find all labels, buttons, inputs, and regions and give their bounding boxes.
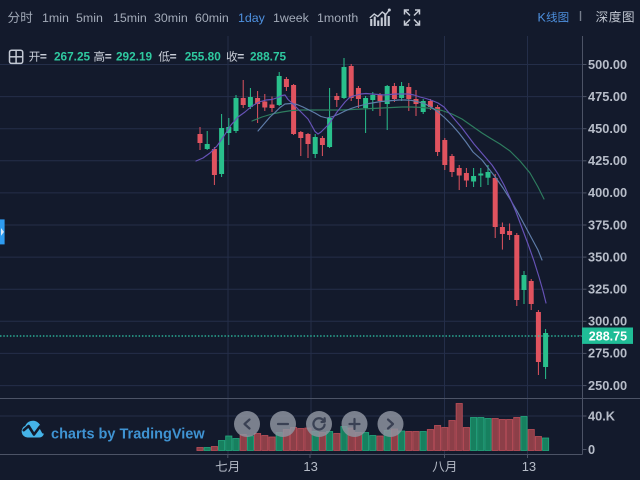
svg-text:15min: 15min — [113, 11, 147, 25]
svg-text:1min: 1min — [42, 11, 69, 25]
svg-text:288.75: 288.75 — [589, 329, 627, 343]
svg-text:=: = — [40, 50, 47, 64]
svg-text:325.00: 325.00 — [588, 282, 627, 297]
svg-text:=: = — [237, 50, 244, 64]
svg-text:288.75: 288.75 — [250, 50, 287, 64]
svg-text:400.00: 400.00 — [588, 185, 627, 200]
svg-text:=: = — [105, 50, 112, 64]
svg-text:300.00: 300.00 — [588, 314, 627, 329]
svg-text:charts by TradingView: charts by TradingView — [51, 426, 205, 442]
svg-text:255.80: 255.80 — [185, 50, 222, 64]
svg-text:275.00: 275.00 — [588, 346, 627, 361]
svg-text:5min: 5min — [76, 11, 103, 25]
svg-text:0: 0 — [588, 442, 595, 457]
svg-text:K: K — [538, 11, 547, 25]
svg-text:13: 13 — [303, 459, 317, 474]
svg-text:30min: 30min — [154, 11, 188, 25]
svg-text:500.00: 500.00 — [588, 57, 627, 72]
svg-text:1month: 1month — [317, 11, 358, 25]
svg-text:40.K: 40.K — [588, 408, 616, 423]
svg-text:1day: 1day — [238, 11, 266, 25]
svg-text:1week: 1week — [273, 11, 310, 25]
svg-text:=: = — [170, 50, 177, 64]
svg-text:375.00: 375.00 — [588, 217, 627, 232]
svg-text:267.25: 267.25 — [54, 50, 91, 64]
svg-text:13: 13 — [522, 459, 536, 474]
svg-text:475.00: 475.00 — [588, 89, 627, 104]
svg-text:250.00: 250.00 — [588, 378, 627, 393]
svg-text:450.00: 450.00 — [588, 121, 627, 136]
svg-text:425.00: 425.00 — [588, 153, 627, 168]
svg-text:60min: 60min — [195, 11, 229, 25]
svg-text:292.19: 292.19 — [116, 50, 153, 64]
svg-text:350.00: 350.00 — [588, 249, 627, 264]
